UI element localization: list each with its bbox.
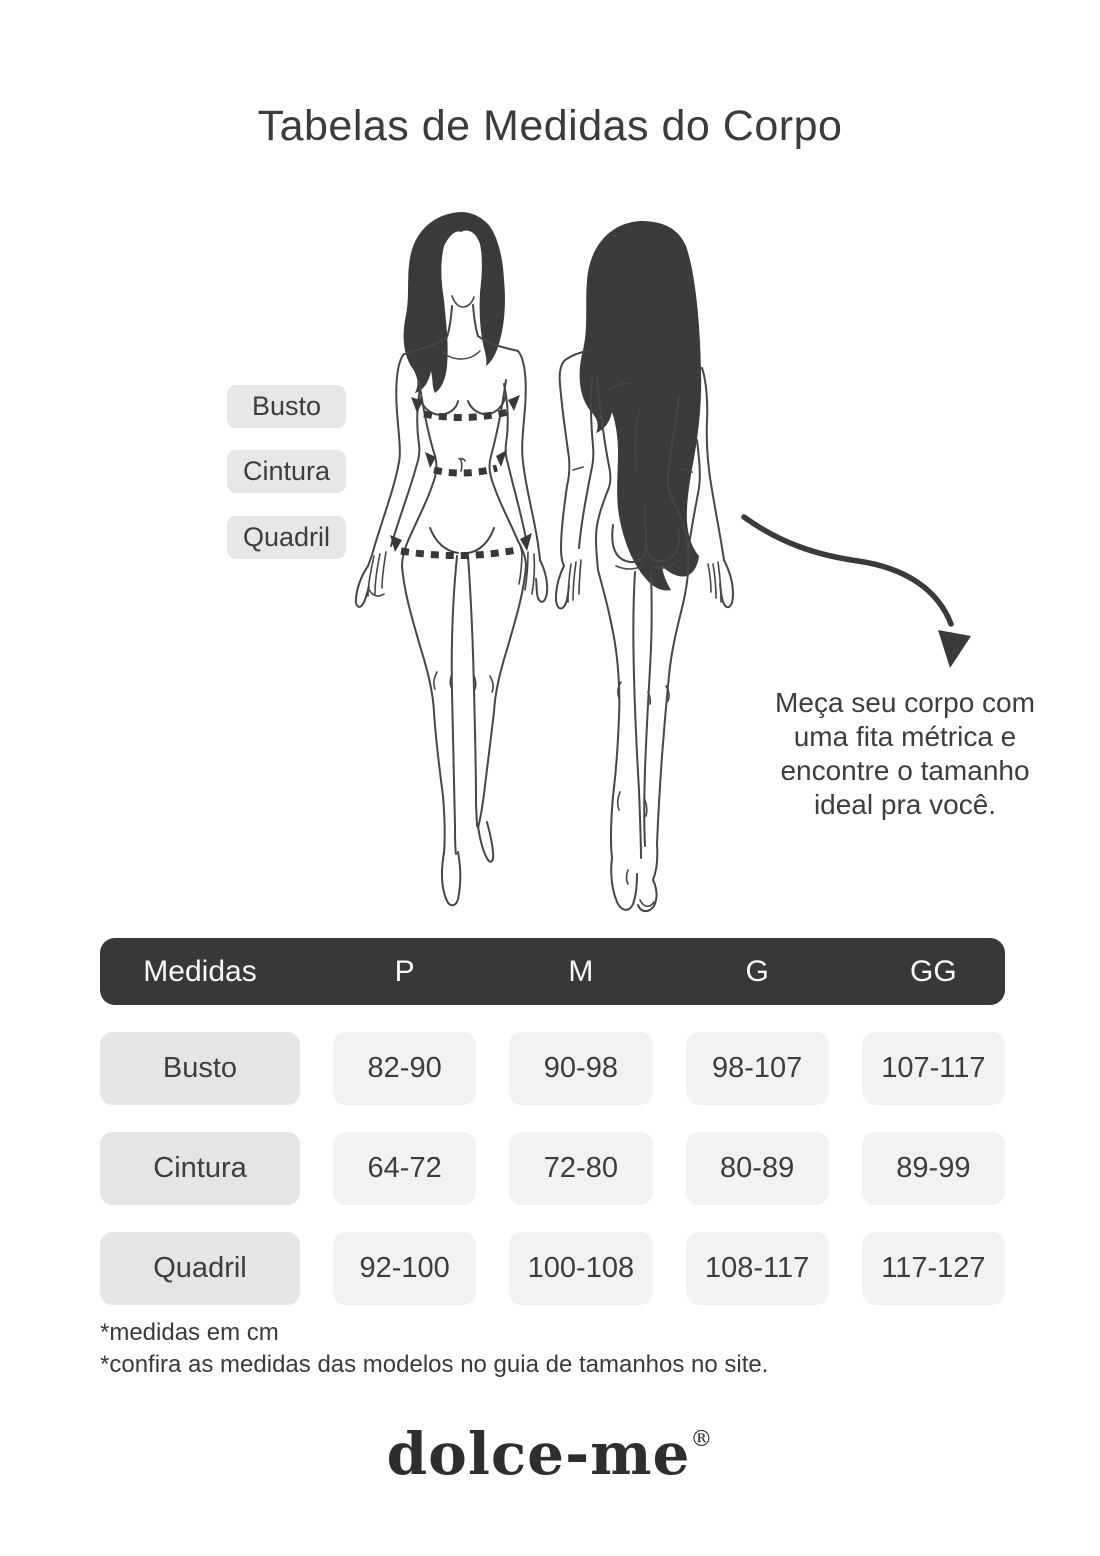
row-label-busto: Busto (100, 1032, 300, 1105)
column-header-m: M (568, 954, 594, 988)
table-row: Cintura 64-72 72-80 80-89 89-99 (100, 1132, 1005, 1205)
row-label-quadril: Quadril (100, 1232, 300, 1305)
row-label-cintura: Cintura (100, 1132, 300, 1205)
value-cell: 107-117 (861, 1032, 1005, 1105)
value-cell: 80-89 (685, 1132, 829, 1205)
brand-logo-text: dolce-me (386, 1420, 691, 1488)
measurement-label-quadril: Quadril (227, 516, 346, 559)
size-table-header: Medidas P M G GG (100, 938, 1005, 1005)
value-cell: 117-127 (861, 1232, 1005, 1305)
page-title: Tabelas de Medidas do Corpo (257, 102, 843, 150)
back-hair (579, 221, 702, 591)
footnotes: *medidas em cm *confira as medidas das m… (100, 1317, 768, 1381)
value-cell: 89-99 (861, 1132, 1005, 1205)
front-hair (403, 212, 505, 393)
instruction-line: Meça seu corpo com (775, 687, 1035, 718)
column-header-g: G (745, 954, 769, 988)
instruction-line: ideal pra você. (813, 789, 997, 820)
value-cell: 100-108 (509, 1232, 653, 1305)
column-header-medidas: Medidas (143, 954, 257, 988)
value-cell: 64-72 (333, 1132, 477, 1205)
value-cell: 72-80 (509, 1132, 653, 1205)
footnote-units: *medidas em cm (100, 1319, 279, 1346)
curved-arrow-icon (741, 514, 971, 668)
value-cell: 90-98 (509, 1032, 653, 1105)
table-row: Quadril 92-100 100-108 108-117 117-127 (100, 1232, 1005, 1305)
size-table: Medidas P M G GG Busto 82-90 90-98 98-10… (100, 938, 1005, 1305)
registered-trademark-icon: ® (690, 1427, 714, 1452)
female-figure-front-illustration (354, 212, 549, 907)
brand-logo: dolce-me® (0, 1420, 1100, 1488)
value-cell: 92-100 (333, 1232, 477, 1305)
female-figure-back-illustration (555, 221, 734, 913)
instruction-line: uma fita métrica e (793, 721, 1017, 752)
table-row: Busto 82-90 90-98 98-107 107-117 (100, 1032, 1005, 1105)
measure-lines (390, 395, 532, 560)
measurement-label-busto: Busto (227, 385, 346, 428)
value-cell: 82-90 (333, 1032, 477, 1105)
measure-instruction-text: Meça seu corpo com uma fita métrica e en… (740, 686, 1070, 822)
column-header-gg: GG (910, 954, 957, 988)
bust-measure-line (423, 408, 509, 422)
measurement-label-cintura: Cintura (227, 450, 346, 493)
column-header-p: P (394, 954, 415, 988)
waist-measure-line (433, 464, 498, 477)
value-cell: 108-117 (685, 1232, 829, 1305)
value-cell: 98-107 (685, 1032, 829, 1105)
instruction-line: encontre o tamanho (780, 755, 1030, 786)
hip-measure-line (400, 545, 522, 560)
footnote-site: *confira as medidas das modelos no guia … (100, 1351, 769, 1378)
